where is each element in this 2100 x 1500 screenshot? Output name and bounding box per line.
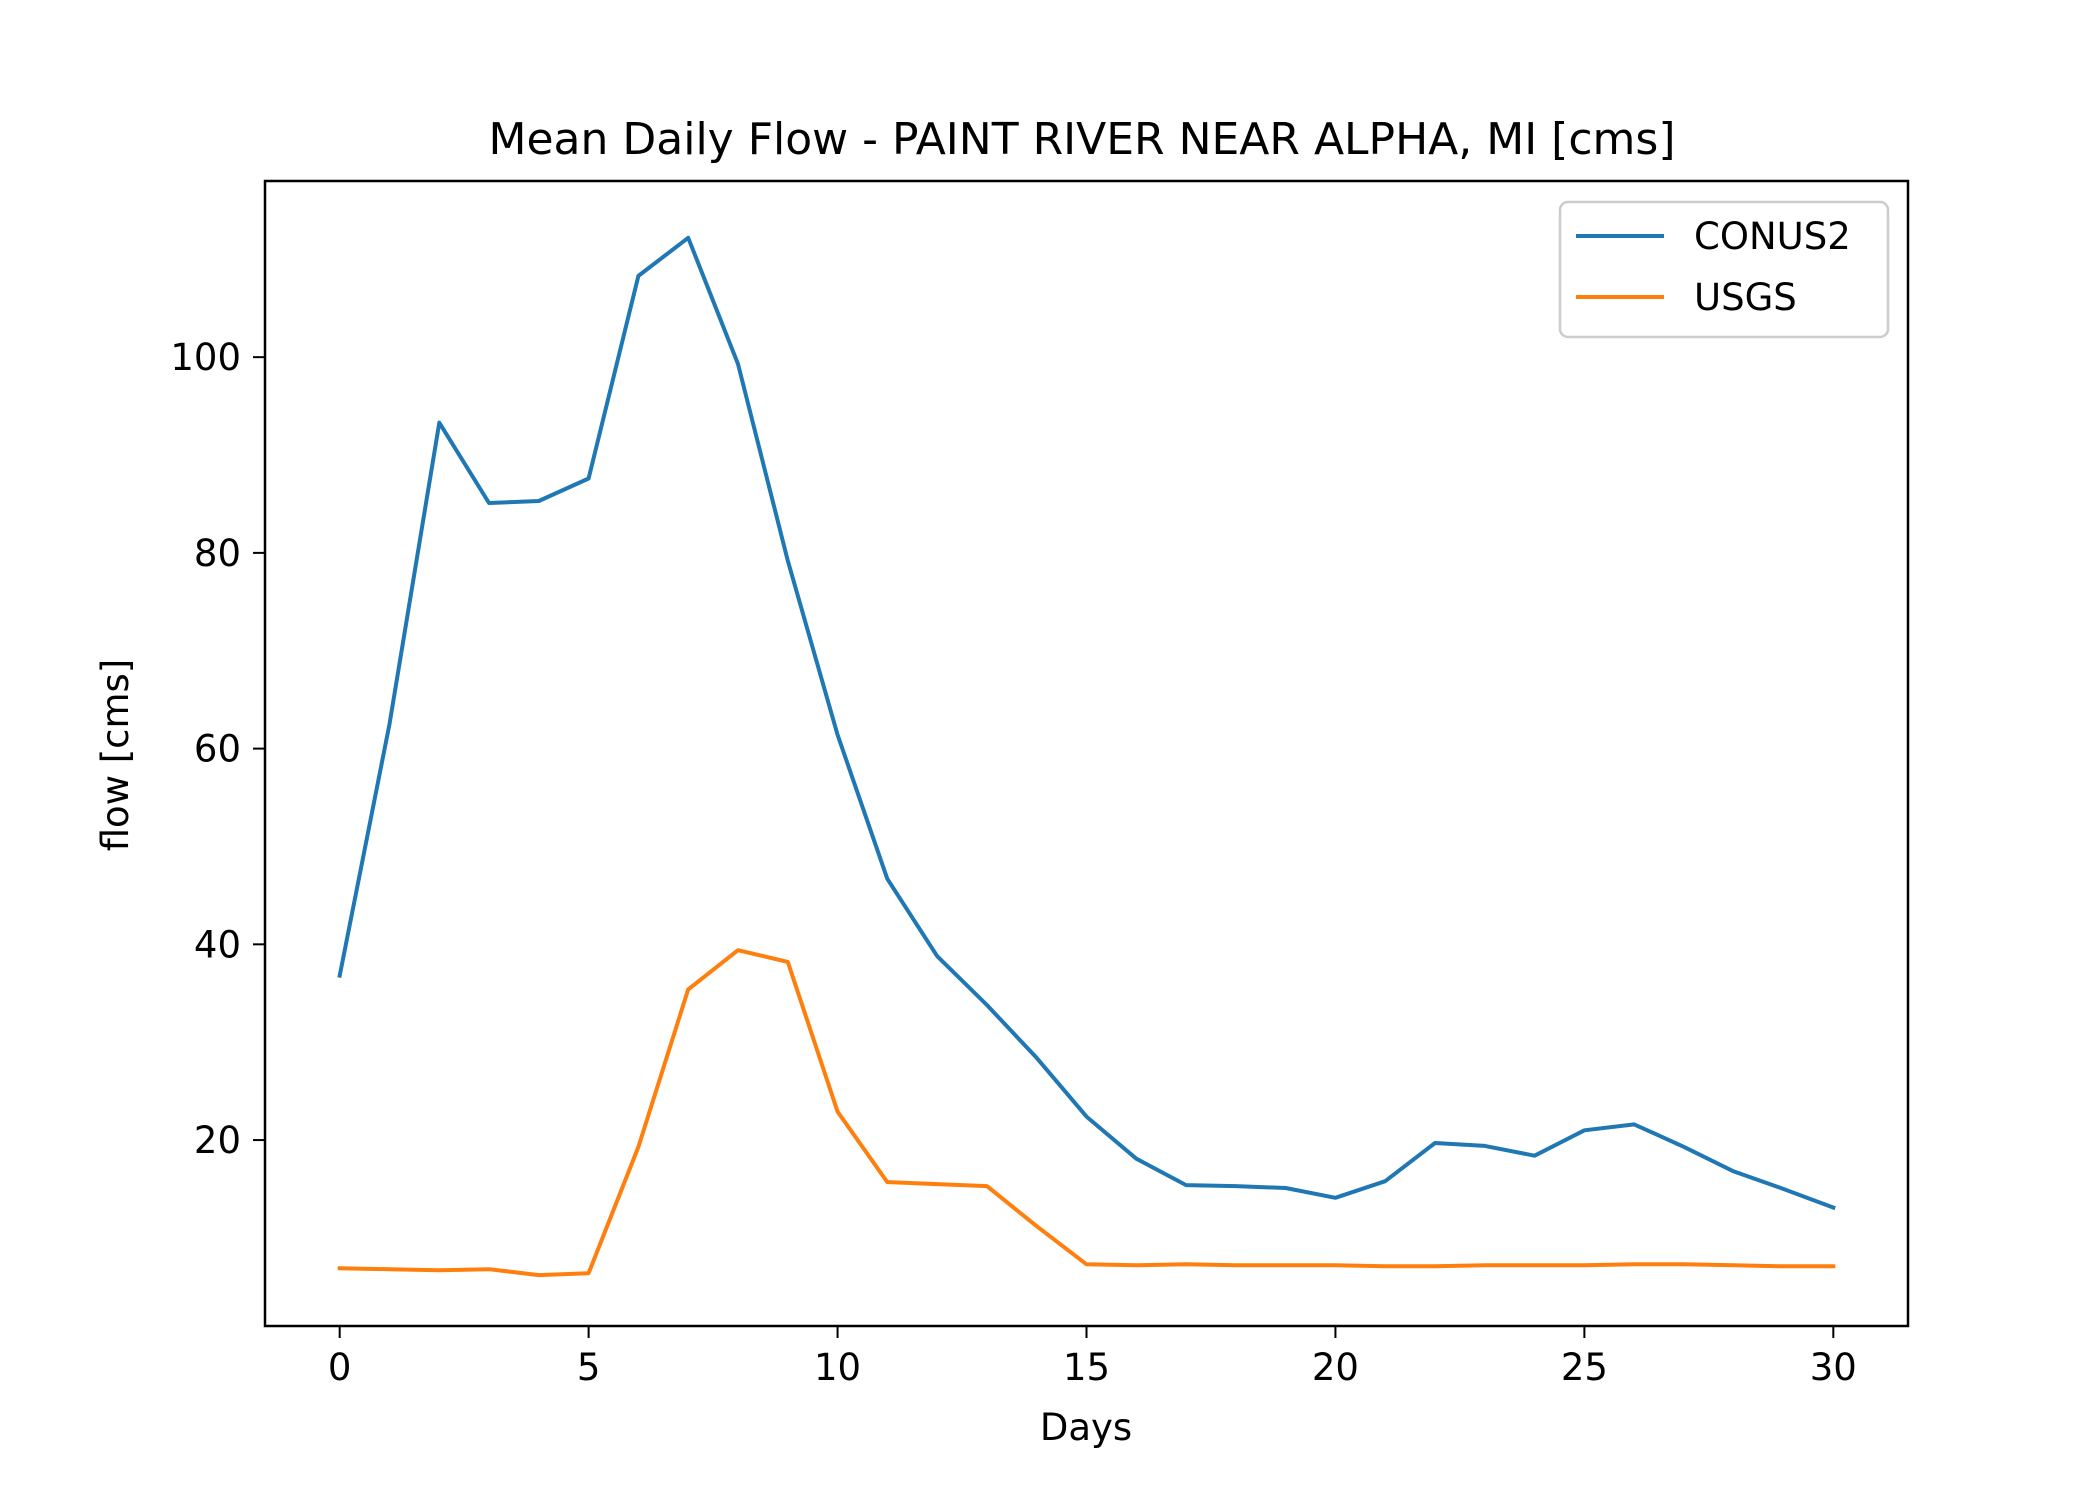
x-axis-title: Days	[1040, 1406, 1132, 1449]
series-line-conus2	[337, 235, 1836, 1211]
plot-frame	[263, 179, 1910, 1328]
x-tick-label: 20	[1312, 1346, 1359, 1389]
y-tick-label: 40	[194, 923, 241, 966]
series-lines	[337, 235, 1836, 1278]
y-tick-label: 80	[194, 532, 241, 575]
x-tick-label: 30	[1810, 1346, 1857, 1389]
y-tick-label: 60	[194, 728, 241, 771]
y-axis: 20 40 60 80 100	[170, 336, 265, 1162]
chart-title: Mean Daily Flow - PAINT RIVER NEAR ALPHA…	[489, 114, 1676, 165]
legend-label-conus2: CONUS2	[1694, 215, 1851, 258]
x-tick-label: 0	[328, 1346, 352, 1389]
plot-area	[265, 181, 1908, 1326]
y-tick-label: 20	[194, 1119, 241, 1162]
x-tick-label: 10	[814, 1346, 861, 1389]
x-tick-label: 5	[577, 1346, 601, 1389]
y-tick-label: 100	[170, 336, 241, 379]
legend: CONUS2 USGS	[1558, 200, 1890, 339]
x-tick-label: 15	[1063, 1346, 1110, 1389]
legend-label-usgs: USGS	[1694, 276, 1797, 319]
y-axis-title: flow [cms]	[94, 659, 137, 852]
x-tick-label: 25	[1561, 1346, 1608, 1389]
series-line-usgs	[337, 948, 1836, 1278]
x-axis: 0 5 10 15 20 25 30	[328, 1326, 1857, 1389]
